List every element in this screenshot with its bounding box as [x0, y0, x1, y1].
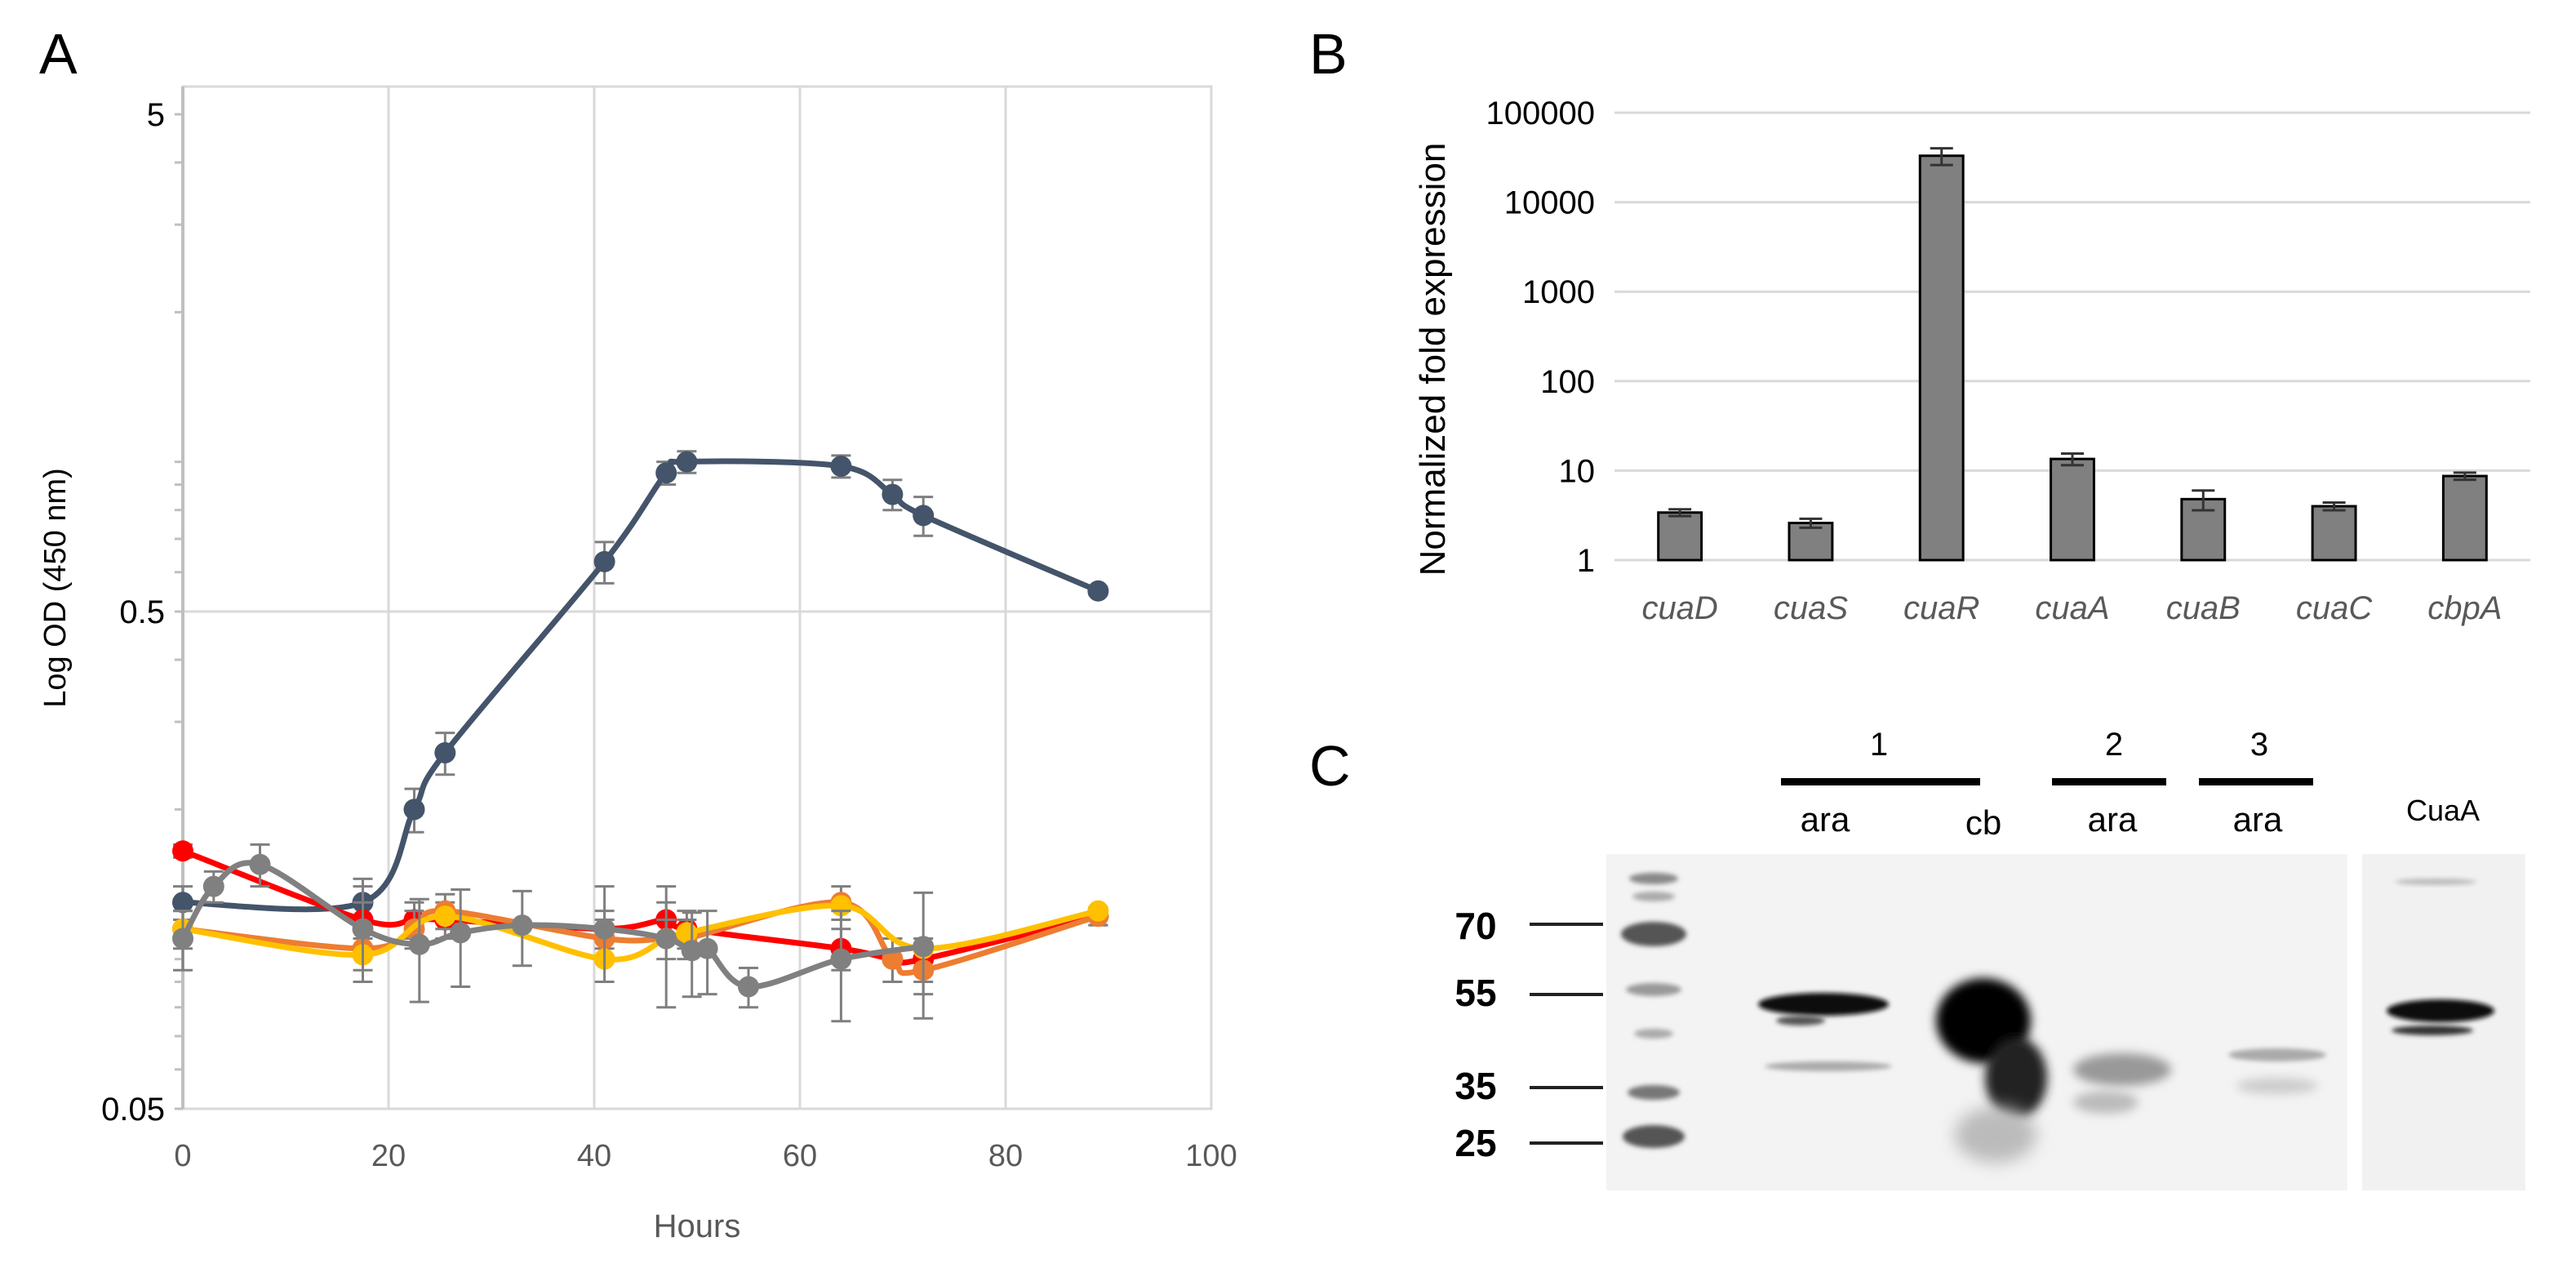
y-tick-label: 0.05 — [101, 1092, 165, 1128]
x-tick-label: 80 — [988, 1139, 1023, 1173]
y-tick-label: 1000 — [1522, 274, 1595, 310]
lane-group-bar-1 — [1781, 778, 1980, 785]
marker-label-35: 35 — [1455, 1065, 1496, 1107]
x-tick-label: 0 — [174, 1139, 191, 1173]
series-line — [180, 860, 924, 990]
data-point — [738, 976, 759, 998]
data-point — [352, 918, 374, 940]
marker-tick-35 — [1530, 1086, 1603, 1089]
marker-tick-25 — [1530, 1141, 1603, 1145]
data-point — [681, 940, 703, 962]
data-point — [830, 456, 852, 478]
data-point — [913, 505, 935, 527]
data-point — [202, 875, 224, 897]
bar-cuaC — [2311, 505, 2357, 562]
lane-group-label-1: 1 — [1870, 727, 1888, 763]
expression-bar-chart: 1 10 100 1000 10000 100000 cuaD cuaS cuaR cuaA cua… — [1413, 96, 2530, 626]
y-axis-title: Log OD (450 nm) — [38, 468, 73, 708]
lane-label-ara-1: ara — [1801, 800, 1850, 839]
x-tick-label-cbpA: cbpA — [2427, 590, 2502, 626]
panel-label-a: A — [39, 22, 78, 86]
band-lane-3-ara — [2228, 1048, 2326, 1094]
marker-label-55: 55 — [1455, 972, 1496, 1014]
y-tick-label: 100000 — [1486, 96, 1595, 131]
series-line — [182, 458, 1099, 913]
lane-group-label-2: 2 — [2105, 727, 2123, 763]
data-point — [1087, 580, 1109, 602]
marker-label-70: 70 — [1455, 905, 1496, 947]
data-point — [696, 937, 718, 959]
series-4 — [172, 843, 935, 1023]
lane-label-cb: cb — [1965, 803, 2001, 842]
band-reference-cuaa — [2387, 879, 2494, 1035]
band-lane-2-ara — [2073, 1053, 2171, 1114]
data-point — [511, 914, 533, 937]
panel-label-c: C — [1309, 734, 1351, 798]
x-tick-label-cuaA: cuaA — [2035, 590, 2109, 626]
data-point — [172, 840, 193, 862]
marker-tick-55 — [1530, 993, 1603, 996]
reference-lane-label: CuaA — [2406, 794, 2480, 827]
x-tick-label-cuaC: cuaC — [2296, 590, 2373, 626]
lane-group-bar-3 — [2199, 778, 2313, 785]
series-0 — [172, 450, 1109, 931]
data-point — [593, 550, 615, 572]
x-tick-label-cuaB: cuaB — [2166, 590, 2241, 626]
y-tick-label: 0.5 — [119, 594, 165, 630]
data-point — [434, 905, 456, 928]
bar-cbpA — [2441, 474, 2488, 562]
data-point — [830, 948, 852, 970]
lane-label-ara-2: ara — [2088, 800, 2138, 839]
lane-group-bar-2 — [2052, 778, 2166, 785]
data-point — [172, 928, 193, 950]
x-tick-label-cuaD: cuaD — [1641, 590, 1717, 626]
data-point — [172, 892, 193, 914]
band-lane-1-ara — [1758, 993, 1892, 1071]
y-tick-label: 10000 — [1504, 185, 1595, 221]
data-point — [676, 922, 698, 944]
band-lane-1-cb — [1936, 978, 2047, 1163]
data-point — [676, 451, 698, 473]
y-tick-label: 10 — [1559, 453, 1596, 489]
growth-curve-chart: 0 20 40 60 80 100 0.05 0.5 5 Hours Log OD (450 n… — [38, 85, 1237, 1244]
ladder-lane — [1621, 873, 1686, 1148]
data-point — [913, 936, 935, 958]
x-axis-title: Hours — [654, 1208, 741, 1244]
lane-label-ara-3: ara — [2233, 800, 2283, 839]
data-point — [1087, 900, 1109, 922]
data-point — [249, 853, 271, 875]
x-tick-label: 100 — [1185, 1139, 1237, 1173]
panel-label-b: B — [1309, 22, 1348, 86]
y-tick-label: 100 — [1540, 364, 1595, 400]
y-tick-label: 5 — [147, 97, 165, 133]
data-point — [408, 933, 430, 955]
reference-membrane — [2362, 854, 2525, 1190]
data-point — [403, 799, 425, 821]
marker-label-25: 25 — [1455, 1122, 1496, 1164]
x-tick-label: 60 — [783, 1139, 817, 1173]
bar-cuaA — [2050, 457, 2095, 562]
lane-group-label-3: 3 — [2250, 727, 2268, 763]
x-tick-label: 20 — [371, 1139, 406, 1173]
x-tick-label: 40 — [577, 1139, 611, 1173]
series-line — [182, 899, 1099, 977]
data-point — [434, 741, 456, 763]
data-point — [882, 483, 904, 505]
x-tick-label-cuaR: cuaR — [1903, 590, 1979, 626]
data-point — [655, 462, 677, 484]
y-axis-title: Normalized fold expression — [1413, 143, 1453, 576]
marker-tick-70 — [1530, 923, 1603, 926]
y-tick-label: 1 — [1577, 543, 1595, 579]
x-tick-label-cuaS: cuaS — [1774, 590, 1848, 626]
data-point — [655, 928, 677, 950]
bar-cuaD — [1657, 511, 1703, 562]
bar-cuaR — [1918, 154, 1965, 562]
western-blot: 1 2 3 ara cb ara ara CuaA 70 55 35 25 — [1455, 727, 2525, 1190]
data-point — [593, 918, 615, 940]
data-point — [450, 922, 472, 944]
